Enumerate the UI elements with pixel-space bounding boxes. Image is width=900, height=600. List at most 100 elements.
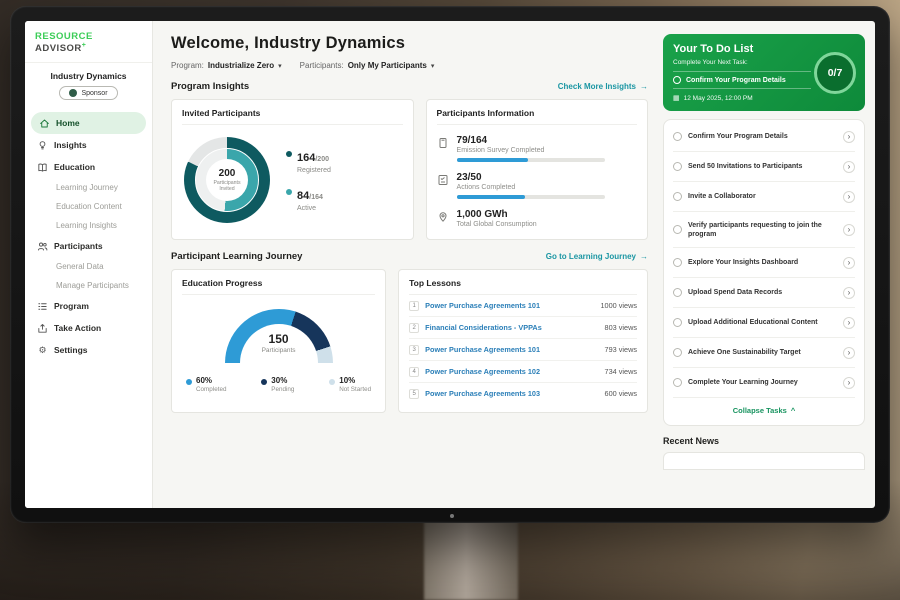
power-led	[450, 514, 454, 518]
todo-task-row[interactable]: Invite a Collaborator ›	[673, 182, 855, 212]
chevron-right-icon[interactable]: ›	[843, 256, 855, 269]
arrow-right-icon: →	[640, 252, 648, 261]
todo-task-list: Confirm Your Program Details › Send 50 I…	[663, 119, 865, 427]
lesson-title-link[interactable]: Power Purchase Agreements 101	[425, 345, 541, 354]
todo-progress-ring: 0/7	[814, 51, 856, 94]
lesson-row[interactable]: 3 Power Purchase Agreements 101 793 view…	[409, 339, 637, 361]
lesson-views: 600 views	[604, 389, 637, 398]
chevron-right-icon[interactable]: ›	[843, 346, 855, 359]
task-checkbox[interactable]	[673, 288, 682, 298]
collapse-tasks-link[interactable]: Collapse Tasks ^	[673, 398, 855, 423]
task-checkbox[interactable]	[673, 76, 681, 84]
task-checkbox[interactable]	[673, 258, 682, 268]
sidebar-item-education[interactable]: Education	[25, 156, 152, 178]
task-checkbox[interactable]	[673, 318, 682, 328]
sidebar-item-home[interactable]: Home	[31, 112, 146, 135]
org-name: Industry Dynamics	[50, 71, 127, 82]
action-box-icon	[37, 323, 48, 334]
legend-pct: 30%	[271, 376, 288, 385]
sidebar-item-label: Education Content	[56, 202, 122, 212]
task-checkbox[interactable]	[673, 378, 682, 388]
lesson-title-link[interactable]: Power Purchase Agreements 103	[425, 389, 541, 398]
chevron-right-icon[interactable]: ›	[843, 160, 855, 173]
sponsor-badge[interactable]: Sponsor	[59, 86, 118, 101]
donut-center-value: 200	[218, 167, 236, 179]
todo-task-row[interactable]: Complete Your Learning Journey ›	[673, 368, 855, 399]
link-label: Go to Learning Journey	[545, 252, 636, 261]
todo-task-row[interactable]: Upload Spend Data Records ›	[673, 278, 855, 309]
lesson-title-link[interactable]: Power Purchase Agreements 101	[425, 301, 541, 310]
chevron-right-icon[interactable]: ›	[843, 316, 855, 329]
task-checkbox[interactable]	[673, 162, 682, 171]
legend-item: 10% Not Started	[329, 376, 371, 393]
filters-row: Program: Industrialize Zero ▾ Participan…	[171, 61, 648, 70]
todo-task-row[interactable]: Upload Additional Educational Content ›	[673, 308, 855, 339]
card-title: Top Lessons	[409, 278, 637, 295]
info-row: 23/50 Actions Completed	[437, 172, 637, 199]
lesson-row[interactable]: 2 Financial Considerations - VPPAs 803 v…	[409, 317, 637, 339]
todo-task-row[interactable]: Verify participants requesting to join t…	[673, 212, 855, 249]
legend-dot-not-started	[329, 379, 336, 385]
lesson-row[interactable]: 5 Power Purchase Agreements 103 600 view…	[409, 383, 637, 404]
chevron-right-icon[interactable]: ›	[843, 190, 855, 203]
sidebar-item-label: Participants	[54, 241, 103, 252]
link-label: Check More Insights	[557, 82, 636, 91]
lesson-row[interactable]: 1 Power Purchase Agreements 101 1000 vie…	[409, 295, 637, 317]
todo-panel: Your To Do List Complete Your Next Task:…	[661, 21, 875, 508]
education-progress-card: Education Progress 150 Participants 60%	[171, 269, 387, 413]
sidebar-item-settings[interactable]: ⚙ Settings	[25, 339, 152, 361]
page-title: Welcome, Industry Dynamics	[171, 34, 406, 52]
task-checkbox[interactable]	[673, 225, 682, 235]
participants-filter[interactable]: Participants: Only My Participants ▾	[300, 61, 435, 70]
todo-task-row[interactable]: Achieve One Sustainability Target ›	[673, 338, 855, 369]
todo-task-row[interactable]: Confirm Your Program Details ›	[673, 122, 855, 152]
sidebar-item-program[interactable]: Program	[25, 295, 152, 317]
lesson-views: 803 views	[604, 323, 637, 332]
task-checkbox[interactable]	[673, 132, 682, 141]
sidebar-item-learning-insights[interactable]: Learning Insights	[25, 216, 152, 235]
go-to-learning-journey-link[interactable]: Go to Learning Journey →	[546, 252, 648, 261]
lesson-rank: 1	[409, 300, 420, 311]
todo-task-row[interactable]: Send 50 Invitations to Participants ›	[673, 152, 855, 182]
program-filter-label: Program:	[171, 61, 204, 70]
sidebar-nav: Home Insights Education Learning Journey…	[25, 112, 152, 361]
chevron-right-icon[interactable]: ›	[843, 130, 855, 143]
calendar-icon: ▦	[673, 95, 680, 102]
info-label: Emission Survey Completed	[456, 147, 545, 154]
sidebar-item-participants[interactable]: Participants	[25, 235, 152, 257]
chevron-right-icon[interactable]: ›	[843, 286, 855, 299]
sidebar-item-general-data[interactable]: General Data	[25, 257, 152, 276]
collapse-caret-icon: ^	[790, 406, 796, 416]
card-title: Education Progress	[182, 278, 376, 295]
sidebar-item-education-content[interactable]: Education Content	[25, 197, 152, 216]
check-more-insights-link[interactable]: Check More Insights →	[558, 82, 648, 91]
legend-label: Registered	[297, 167, 331, 174]
sidebar-item-take-action[interactable]: Take Action	[25, 317, 152, 339]
sponsor-label: Sponsor	[81, 89, 108, 97]
home-icon	[39, 118, 50, 129]
task-checkbox[interactable]	[673, 348, 682, 358]
sidebar-item-learning-journey[interactable]: Learning Journey	[25, 178, 152, 197]
monitor-stand	[424, 516, 518, 600]
progress-fill	[456, 158, 528, 162]
task-label: Complete Your Learning Journey	[688, 379, 798, 387]
todo-task-row[interactable]: Explore Your Insights Dashboard ›	[673, 248, 855, 279]
next-task-row[interactable]: Confirm Your Program Details	[673, 71, 811, 89]
chevron-right-icon[interactable]: ›	[843, 376, 855, 389]
progress-track	[456, 195, 605, 199]
sidebar-item-insights[interactable]: Insights	[25, 134, 152, 156]
legend-item: 30% Pending	[261, 376, 294, 393]
chevron-right-icon[interactable]: ›	[843, 223, 855, 236]
donut-center: 200 Participants Invited	[206, 159, 248, 201]
lesson-title-link[interactable]: Financial Considerations - VPPAs	[425, 323, 542, 332]
donut-center-label: Participants Invited	[213, 179, 241, 192]
lesson-title-link[interactable]: Power Purchase Agreements 102	[425, 367, 541, 376]
sidebar-item-label: Learning Insights	[56, 221, 117, 231]
sponsor-icon	[69, 89, 78, 98]
program-filter[interactable]: Program: Industrialize Zero ▾	[171, 61, 282, 70]
legend-item: 84/164 Active	[286, 186, 331, 212]
task-checkbox[interactable]	[673, 192, 682, 201]
lesson-views: 734 views	[604, 367, 637, 376]
sidebar-item-manage-participants[interactable]: Manage Participants	[25, 276, 152, 295]
lesson-row[interactable]: 4 Power Purchase Agreements 102 734 view…	[409, 361, 637, 383]
